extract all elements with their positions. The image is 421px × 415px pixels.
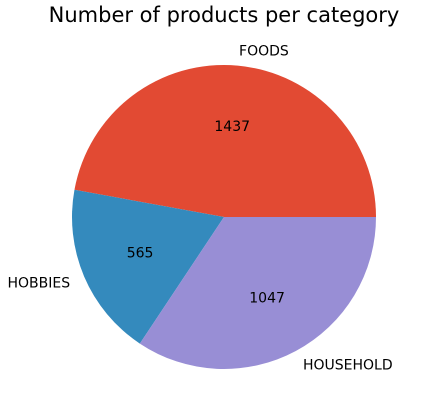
pie-slice-foods xyxy=(74,64,376,217)
value-label-hobbies: 565 xyxy=(127,246,154,262)
category-label-household: HOUSEHOLD xyxy=(303,357,393,373)
pie-labels: FOODS 1437 HOBBIES 565 HOUSEHOLD 1047 xyxy=(7,43,392,373)
value-label-foods: 1437 xyxy=(214,119,250,135)
category-label-foods: FOODS xyxy=(239,43,289,59)
pie-slices xyxy=(72,64,376,369)
pie-slice-hobbies xyxy=(72,189,225,344)
category-label-hobbies: HOBBIES xyxy=(7,275,70,291)
chart-title: Number of products per category xyxy=(49,3,400,27)
value-label-household: 1047 xyxy=(249,290,285,306)
pie-slice-household xyxy=(139,217,376,369)
